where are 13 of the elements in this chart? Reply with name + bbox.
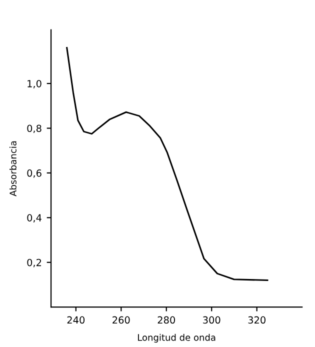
y-tick-label: 0,4 xyxy=(27,214,42,222)
y-tick-label: 1,0 xyxy=(28,80,42,88)
x-tick-label: 280 xyxy=(158,316,176,324)
x-tick-label: 320 xyxy=(248,316,266,324)
y-tick-label: 0,8 xyxy=(27,124,42,134)
x-tick-label: 260 xyxy=(112,316,130,324)
y-tick-label: 0,2 xyxy=(27,258,42,268)
y-axis-title: Absorbancia xyxy=(9,141,16,196)
y-tick-label: 0,6 xyxy=(27,169,42,178)
x-tick-label: 300 xyxy=(203,316,220,324)
line-series xyxy=(66,46,268,282)
x-tick-label: 240 xyxy=(67,316,85,324)
x-axis-title: Longitud de onda xyxy=(138,334,216,343)
